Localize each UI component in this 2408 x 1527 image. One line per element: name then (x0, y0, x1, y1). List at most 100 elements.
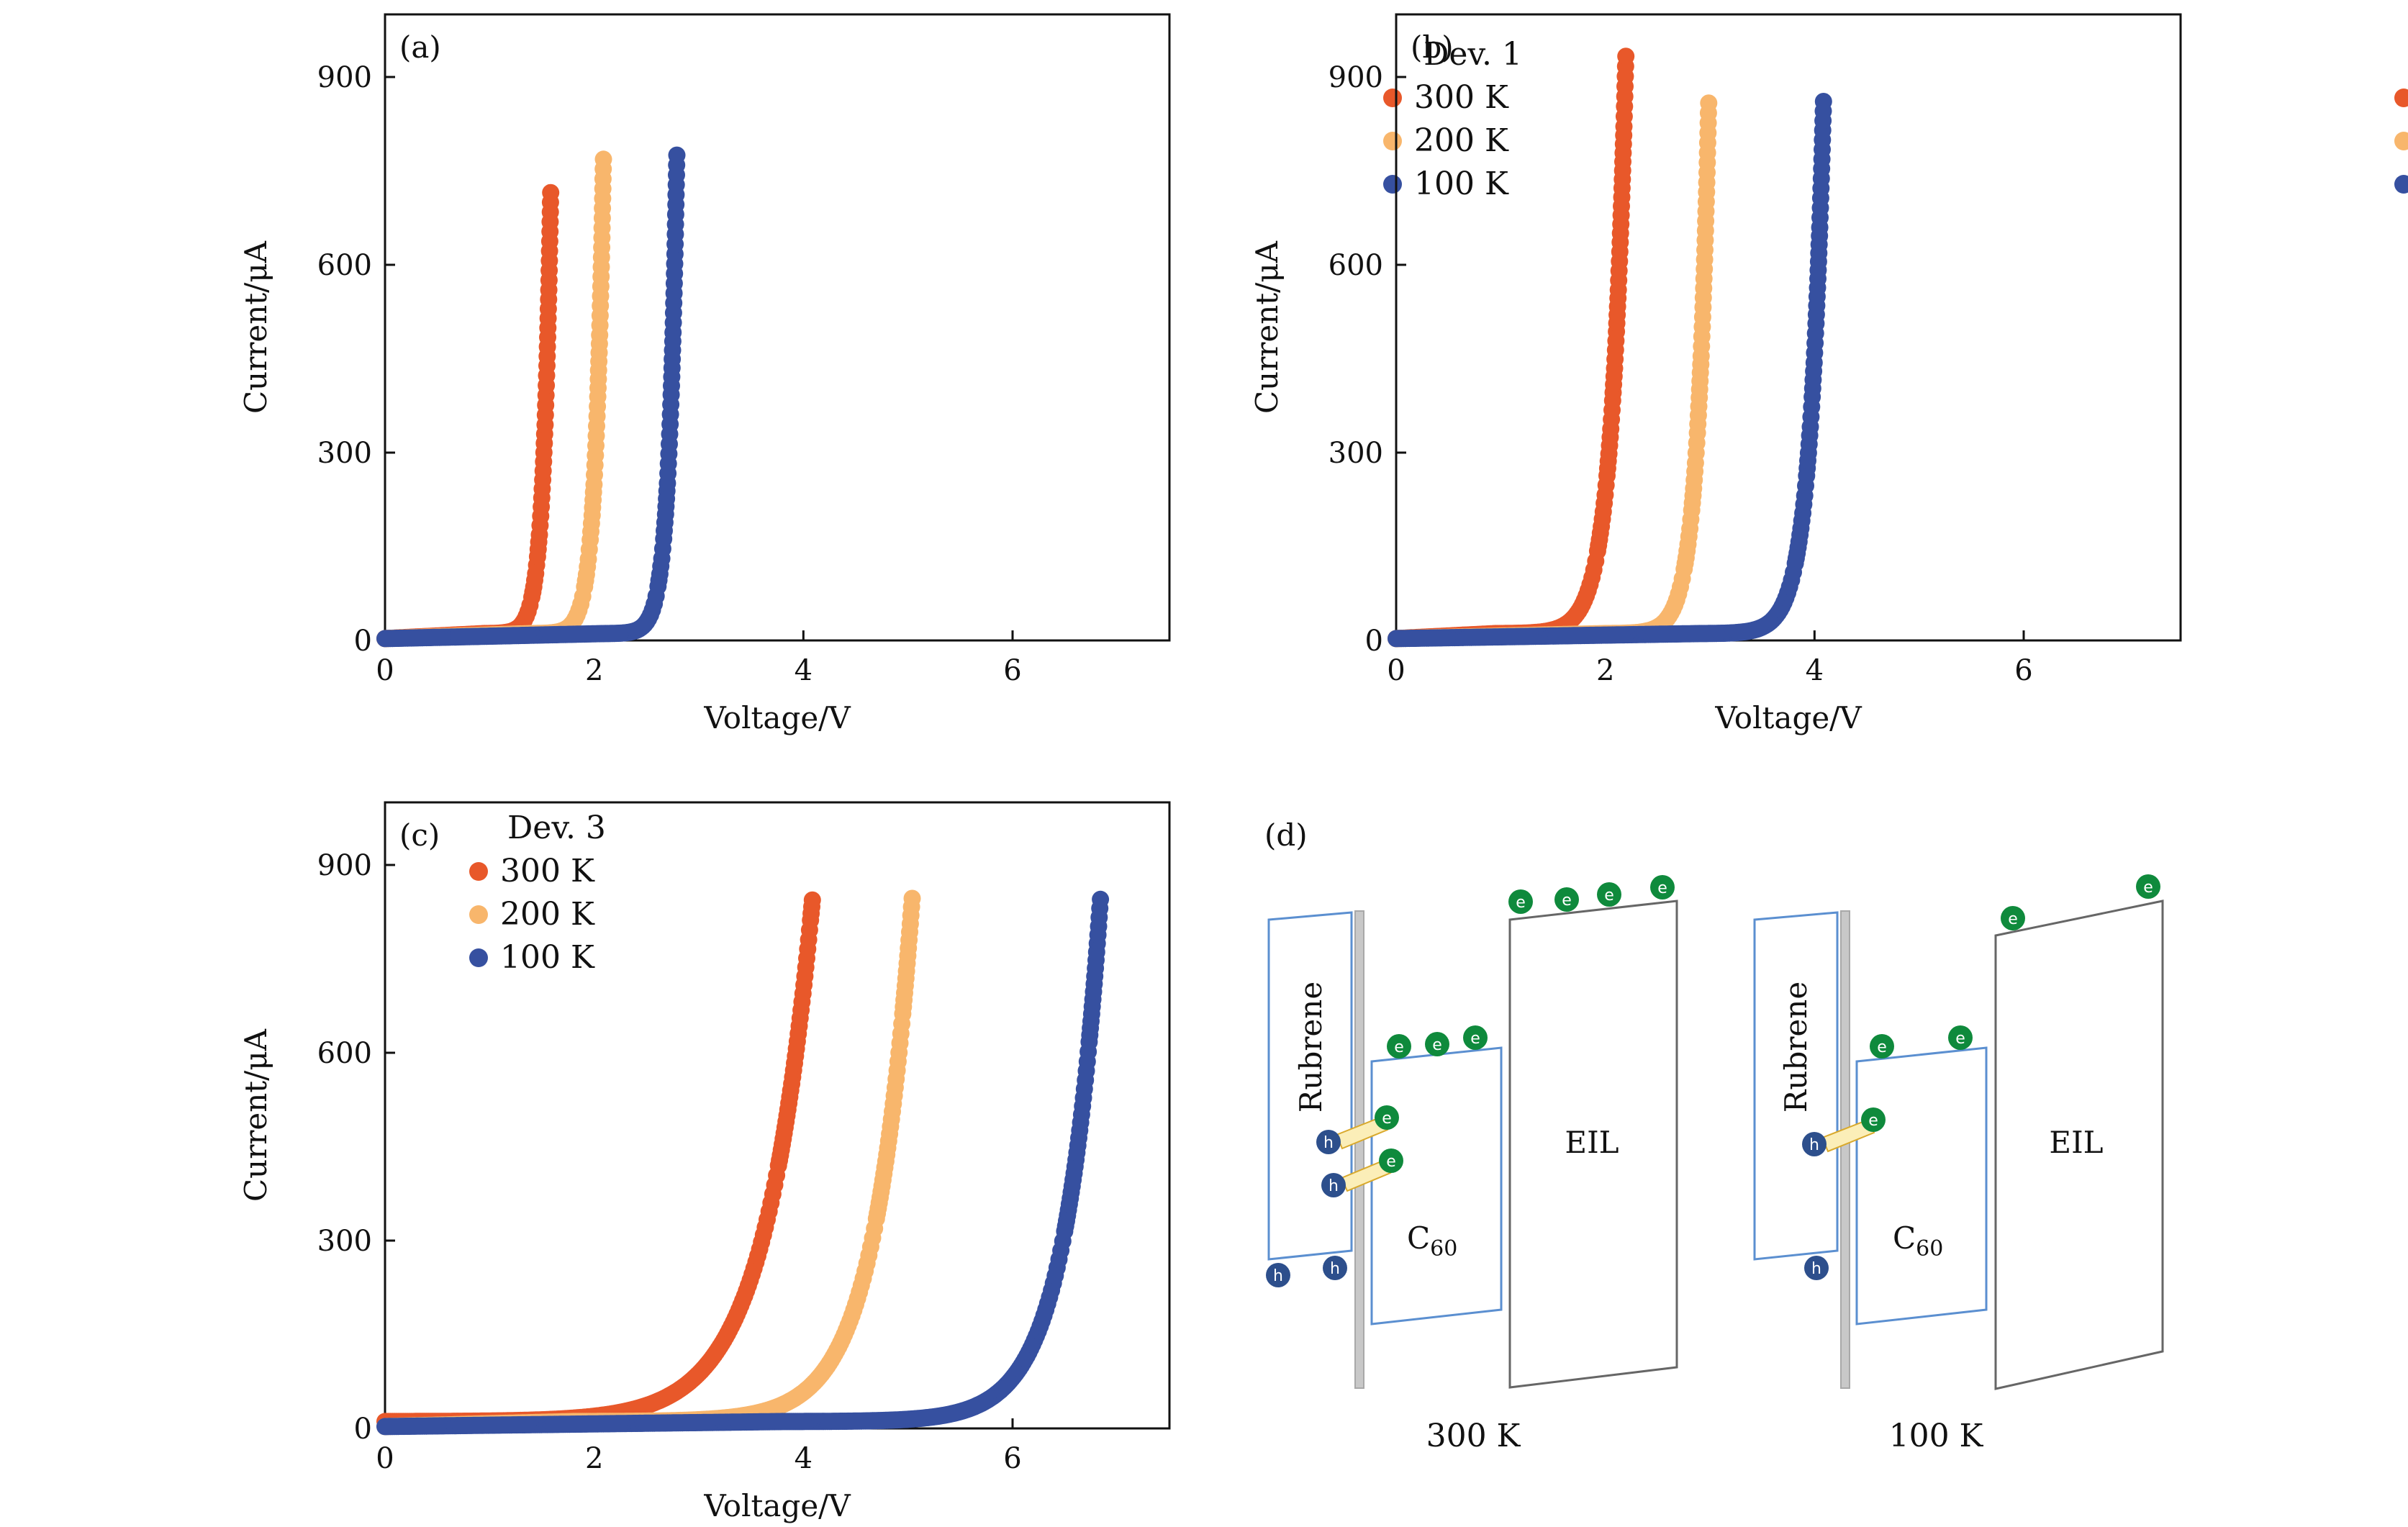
y-tick-label: 900 (317, 849, 372, 882)
legend-label: 200 K (1414, 122, 1509, 159)
x-tick-label: 6 (2014, 654, 2032, 687)
hole-particle (1316, 1130, 1341, 1154)
rubrene-layer-300k (1267, 911, 1353, 1261)
electron-particle (1379, 1148, 1403, 1173)
legend-label: 100 K (1414, 166, 1509, 202)
x-tick-label: 6 (1003, 654, 1021, 687)
data-point (803, 891, 821, 909)
hole-particle-label: h (1273, 1267, 1283, 1285)
electron-particle (1597, 882, 1621, 907)
electron-particle-label: e (2008, 910, 2018, 928)
y-tick-label: 600 (1329, 249, 1383, 282)
legend: Dev. 3 300 K 200 K 100 K (469, 810, 606, 976)
electron-particle-label: e (1386, 1153, 1396, 1171)
electron-particle-label: e (1877, 1038, 1887, 1056)
chart-a: 0 2 4 6 0 300 600 900 Voltage/V Current/μA (a) Dev.… (238, 13, 1522, 735)
series-100k (376, 890, 1110, 1436)
c60-layer-100k (1855, 1046, 1988, 1326)
data-point (903, 889, 921, 907)
electrode-bar-100k (1840, 910, 1850, 1389)
x-tick-label: 0 (376, 1442, 394, 1475)
y-axis-label: Current/μA (238, 1028, 273, 1202)
structure-300k: Rubrene C60 EIL h e h e h h (1266, 875, 1678, 1454)
data-point (1092, 890, 1110, 908)
y-tick-label: 300 (317, 437, 372, 470)
x-tick-label: 4 (1806, 654, 1824, 687)
electron-particle (1650, 875, 1675, 900)
series-200k (376, 150, 612, 648)
c60-label-100k: C60 (1893, 1220, 1943, 1261)
x-axis-label: Voltage/V (1714, 700, 1862, 735)
panel-label: (b) (1411, 30, 1454, 65)
series-100k (376, 146, 686, 648)
legend-label: 300 K (500, 853, 595, 889)
exciton-100k-1: h e (1802, 1107, 1886, 1156)
x-tick-label: 2 (585, 1442, 603, 1475)
rubrene-layer-100k (1753, 911, 1839, 1261)
electron-particle-label: e (1394, 1038, 1404, 1056)
y-tick-label: 600 (317, 249, 372, 282)
rubrene-label-300k: Rubrene (1293, 982, 1329, 1113)
legend-marker (1383, 89, 1402, 107)
series-100k (1388, 93, 1832, 648)
legend-label: 200 K (500, 896, 595, 933)
hole-particle (1804, 1256, 1829, 1280)
legend-label: 300 K (1414, 79, 1509, 116)
y-tick-label: 900 (317, 61, 372, 94)
data-point (668, 146, 686, 164)
electron-particle-label: e (1432, 1036, 1442, 1054)
x-axis-label: Voltage/V (703, 1488, 851, 1523)
y-tick-label: 600 (317, 1037, 372, 1070)
eil-label-300k: EIL (1565, 1125, 1619, 1160)
electron-particle-label: e (1657, 879, 1667, 897)
y-axis-label: Current/μA (238, 240, 273, 414)
eil-layer-100k (1994, 900, 2164, 1390)
y-axis-label: Current/μA (1249, 240, 1285, 414)
rubrene-label-100k: Rubrene (1778, 982, 1814, 1113)
legend-marker (2394, 132, 2408, 150)
legend-marker (469, 905, 488, 924)
electron-particle (1387, 1034, 1411, 1059)
hole-particle (1266, 1263, 1290, 1287)
hole-particle-label: h (1323, 1134, 1334, 1152)
series-300k (376, 183, 560, 648)
electron-particle (1554, 887, 1579, 912)
y-tick-label: 300 (317, 1225, 372, 1258)
hole-particle-label: h (1329, 1177, 1339, 1195)
legend-marker (2394, 175, 2408, 194)
electron-particle-label: e (1382, 1110, 1392, 1128)
panel-label: (a) (399, 30, 441, 65)
data-point (1617, 47, 1635, 65)
electron-particle (1425, 1032, 1449, 1056)
energy-diagram: (d) Rubrene C60 EIL h e h e (1264, 817, 2164, 1454)
c60-label-300k: C60 (1407, 1220, 1457, 1261)
series-300k (376, 891, 821, 1431)
electron-particle (1375, 1105, 1399, 1130)
hole-particle-label: h (1330, 1260, 1340, 1278)
legend-title: Dev. 1 (1423, 36, 1522, 73)
hole-particle (1802, 1132, 1827, 1156)
eil-label-100k: EIL (2049, 1125, 2103, 1160)
hole-particle (1321, 1173, 1346, 1197)
hole-particle-label: h (1811, 1260, 1821, 1278)
electron-particle (1870, 1034, 1894, 1059)
electron-particle (1948, 1025, 1973, 1050)
structure-100k: Rubrene C60 EIL h e h e e e e 100 K (1753, 874, 2164, 1454)
electron-particle-label: e (1604, 887, 1614, 905)
hole-particle (1323, 1256, 1347, 1280)
electron-particle (2001, 906, 2025, 930)
plot-frame (1395, 13, 2182, 642)
hole-particle-label: h (1809, 1136, 1819, 1154)
x-tick-label: 4 (795, 654, 813, 687)
legend-label: 100 K (500, 939, 595, 976)
x-tick-label: 2 (1596, 654, 1614, 687)
legend-marker (469, 948, 488, 967)
plot-frame (384, 13, 1171, 642)
electron-particle-label: e (1562, 892, 1572, 910)
y-tick-label: 0 (354, 1413, 372, 1446)
data-point (542, 183, 560, 201)
diagram-panel-label: (d) (1264, 817, 1308, 853)
legend-marker (469, 862, 488, 881)
